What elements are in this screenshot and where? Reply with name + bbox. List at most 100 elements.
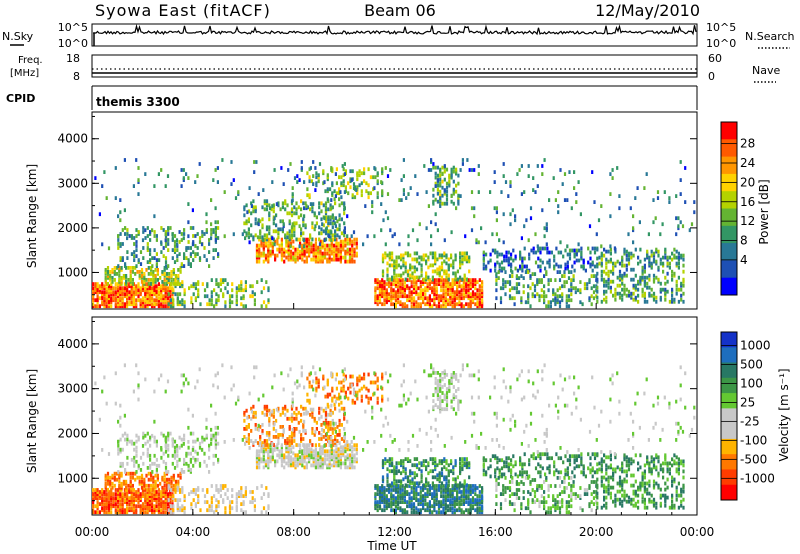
- power-cell: [455, 206, 458, 211]
- power-cell: [408, 290, 411, 295]
- power-cell: [422, 282, 425, 286]
- power-cell: [588, 224, 592, 229]
- velocity-cell: [299, 447, 302, 452]
- velocity-cell: [388, 459, 391, 463]
- velocity-cell: [247, 423, 250, 427]
- velocity-cell: [189, 451, 192, 456]
- velocity-cell: [154, 481, 157, 486]
- power-cell: [444, 278, 447, 282]
- power-cell: [507, 256, 510, 261]
- velocity-cell: [312, 463, 315, 468]
- power-cell: [348, 247, 352, 252]
- velocity-cell: [140, 485, 144, 490]
- velocity-cell: [381, 459, 385, 463]
- velocity-cell: [437, 502, 441, 506]
- power-cell: [317, 249, 320, 254]
- velocity-cell: [117, 506, 120, 511]
- power-cell: [199, 302, 202, 307]
- power-cell: [296, 247, 299, 252]
- power-cell: [324, 207, 328, 212]
- power-cell: [274, 257, 277, 262]
- velocity-cell: [144, 498, 147, 502]
- power-cell: [548, 258, 551, 263]
- power-cell: [343, 190, 346, 194]
- power-cell: [390, 290, 393, 295]
- power-cell: [554, 278, 557, 282]
- power-cell: [164, 292, 167, 297]
- power-cell: [652, 295, 656, 300]
- power-cell: [458, 296, 461, 301]
- velocity-cell: [481, 488, 484, 492]
- power-cell: [287, 168, 290, 172]
- power-cell: [632, 283, 635, 288]
- power-cell: [350, 234, 353, 239]
- power-cell: [217, 298, 220, 303]
- power-cell: [115, 266, 119, 270]
- velocity-cell: [123, 500, 126, 504]
- power-cell: [420, 263, 423, 268]
- velocity-cell: [338, 418, 341, 423]
- power-cell: [269, 249, 272, 254]
- power-cell: [433, 282, 436, 286]
- velocity-cell: [121, 506, 124, 511]
- velocity-cell: [164, 510, 167, 515]
- power-cell: [655, 259, 658, 264]
- velocity-cell: [258, 443, 261, 448]
- velocity-cell: [126, 496, 129, 500]
- power-cell: [192, 292, 195, 297]
- power-cell: [518, 168, 521, 172]
- velocity-cell: [150, 483, 153, 488]
- velocity-cell: [164, 470, 168, 474]
- velocity-cell: [317, 380, 320, 385]
- power-cell: [145, 268, 148, 272]
- velocity-cell: [264, 463, 268, 468]
- velocity-cell: [169, 490, 172, 494]
- power-cell: [96, 296, 99, 301]
- velocity-cell: [471, 488, 475, 492]
- power-cell: [431, 280, 434, 284]
- velocity-cell: [138, 479, 141, 484]
- velocity-cell: [451, 492, 454, 496]
- power-cell: [395, 255, 398, 260]
- velocity-cell: [133, 463, 136, 468]
- velocity-cell: [205, 463, 208, 468]
- power-cell: [627, 261, 631, 266]
- velocity-cell: [299, 455, 302, 460]
- power-cell: [401, 290, 404, 295]
- power-cell: [107, 298, 111, 303]
- velocity-cell: [348, 443, 352, 448]
- velocity-cell: [260, 449, 263, 454]
- power-cell: [300, 231, 303, 236]
- power-cell: [98, 288, 101, 293]
- velocity-cell: [403, 486, 406, 490]
- power-cell: [157, 296, 160, 301]
- power-cell: [671, 299, 674, 304]
- velocity-cell: [383, 500, 386, 504]
- power-cell: [482, 250, 485, 255]
- velocity-cell: [144, 492, 147, 496]
- power-cell: [107, 294, 111, 299]
- power-cell: [330, 198, 333, 202]
- velocity-cell: [372, 380, 375, 385]
- power-cell: [147, 278, 150, 282]
- power-cell: [381, 171, 384, 176]
- velocity-cell: [383, 504, 386, 509]
- power-cell: [478, 284, 481, 289]
- velocity-cell: [187, 445, 190, 450]
- velocity-cell: [367, 396, 370, 401]
- velocity-cell: [400, 461, 403, 466]
- power-cell: [470, 168, 474, 172]
- power-cell: [144, 236, 147, 240]
- power-cell: [438, 271, 441, 276]
- power-cell: [458, 302, 461, 307]
- velocity-cell: [172, 475, 175, 480]
- power-cell: [137, 178, 140, 182]
- power-cell: [422, 253, 425, 258]
- power-cell: [562, 254, 565, 259]
- power-cell: [449, 286, 452, 291]
- velocity-cell: [267, 453, 270, 458]
- power-cell: [111, 270, 114, 274]
- velocity-cell: [440, 484, 443, 488]
- velocity-cell: [155, 468, 158, 472]
- power-cell: [181, 302, 184, 307]
